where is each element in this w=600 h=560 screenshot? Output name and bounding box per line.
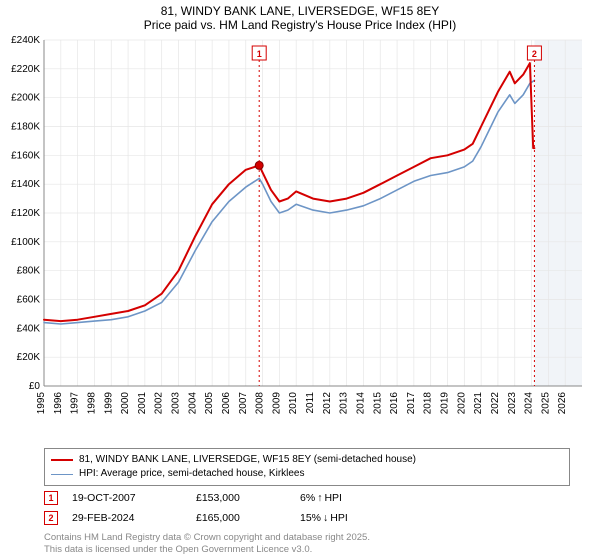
svg-text:2003: 2003 (171, 392, 182, 415)
marker-hpi-delta: 6% ↑ HPI (300, 492, 342, 504)
svg-text:£120K: £120K (11, 208, 40, 219)
svg-text:2019: 2019 (440, 392, 451, 415)
svg-text:£220K: £220K (11, 64, 40, 75)
legend-swatch (51, 474, 73, 475)
marker-date: 29-FEB-2024 (72, 512, 182, 524)
svg-text:2000: 2000 (120, 392, 131, 415)
attribution-line-1: Contains HM Land Registry data © Crown c… (44, 532, 570, 544)
svg-text:2006: 2006 (221, 392, 232, 415)
svg-text:2018: 2018 (423, 392, 434, 415)
title-line-2: Price paid vs. HM Land Registry's House … (0, 18, 600, 32)
svg-text:£160K: £160K (11, 150, 40, 161)
chart-title: 81, WINDY BANK LANE, LIVERSEDGE, WF15 8E… (0, 0, 600, 34)
svg-text:£80K: £80K (17, 266, 41, 277)
svg-text:2021: 2021 (473, 392, 484, 415)
svg-text:2008: 2008 (255, 392, 266, 415)
svg-text:1: 1 (257, 49, 262, 59)
svg-text:1999: 1999 (103, 392, 114, 415)
svg-text:2014: 2014 (355, 392, 366, 415)
attribution-line-2: This data is licensed under the Open Gov… (44, 544, 570, 556)
svg-text:£140K: £140K (11, 179, 40, 190)
attribution: Contains HM Land Registry data © Crown c… (44, 532, 570, 556)
svg-text:2026: 2026 (557, 392, 568, 415)
svg-text:1995: 1995 (36, 392, 47, 415)
svg-text:2023: 2023 (507, 392, 518, 415)
svg-text:1998: 1998 (86, 392, 97, 415)
svg-text:2013: 2013 (339, 392, 350, 415)
svg-text:£20K: £20K (17, 352, 41, 363)
legend-label: HPI: Average price, semi-detached house,… (79, 467, 305, 481)
svg-text:2010: 2010 (288, 392, 299, 415)
sale-marker-row: 1 19-OCT-2007 £153,000 6% ↑ HPI (44, 488, 570, 508)
svg-text:£200K: £200K (11, 93, 40, 104)
marker-price: £153,000 (196, 492, 286, 504)
legend-item: HPI: Average price, semi-detached house,… (51, 467, 563, 481)
arrow-down-icon: ↓ (323, 512, 328, 524)
svg-text:2011: 2011 (305, 392, 316, 414)
arrow-up-icon: ↑ (317, 492, 322, 504)
svg-text:2024: 2024 (524, 392, 535, 415)
svg-text:2001: 2001 (137, 392, 148, 415)
svg-text:2025: 2025 (540, 392, 551, 415)
sale-markers-table: 1 19-OCT-2007 £153,000 6% ↑ HPI 2 29-FEB-2024… (44, 488, 570, 528)
svg-text:2004: 2004 (187, 392, 198, 415)
svg-text:1997: 1997 (70, 392, 81, 415)
svg-text:£240K: £240K (11, 35, 40, 46)
svg-text:2015: 2015 (372, 392, 383, 415)
legend-swatch (51, 459, 73, 461)
svg-text:£180K: £180K (11, 122, 40, 133)
svg-text:£40K: £40K (17, 323, 41, 334)
legend: 81, WINDY BANK LANE, LIVERSEDGE, WF15 8E… (44, 448, 570, 486)
chart-svg: £0 £20K £40K £60K £80K £100K £120K £140K £160K £1… (0, 34, 600, 444)
marker-badge: 2 (44, 511, 58, 525)
svg-text:2012: 2012 (322, 392, 333, 415)
legend-item: 81, WINDY BANK LANE, LIVERSEDGE, WF15 8E… (51, 453, 563, 467)
legend-label: 81, WINDY BANK LANE, LIVERSEDGE, WF15 8E… (79, 453, 416, 467)
svg-text:2022: 2022 (490, 392, 501, 415)
svg-text:2017: 2017 (406, 392, 417, 415)
marker-hpi-delta: 15% ↓ HPI (300, 512, 348, 524)
marker-price: £165,000 (196, 512, 286, 524)
marker-date: 19-OCT-2007 (72, 492, 182, 504)
svg-text:1996: 1996 (53, 392, 64, 415)
title-line-1: 81, WINDY BANK LANE, LIVERSEDGE, WF15 8E… (0, 4, 600, 18)
svg-text:£60K: £60K (17, 295, 41, 306)
svg-text:2: 2 (532, 49, 537, 59)
line-chart: £0 £20K £40K £60K £80K £100K £120K £140K £160K £1… (0, 34, 600, 444)
svg-text:2007: 2007 (238, 392, 249, 415)
svg-text:2016: 2016 (389, 392, 400, 415)
marker-badge: 1 (44, 491, 58, 505)
sale-marker-row: 2 29-FEB-2024 £165,000 15% ↓ HPI (44, 508, 570, 528)
svg-text:2002: 2002 (154, 392, 165, 415)
svg-text:£0: £0 (29, 381, 41, 392)
svg-text:£100K: £100K (11, 237, 40, 248)
svg-text:2020: 2020 (456, 392, 467, 415)
svg-text:2009: 2009 (271, 392, 282, 415)
svg-text:2005: 2005 (204, 392, 215, 415)
